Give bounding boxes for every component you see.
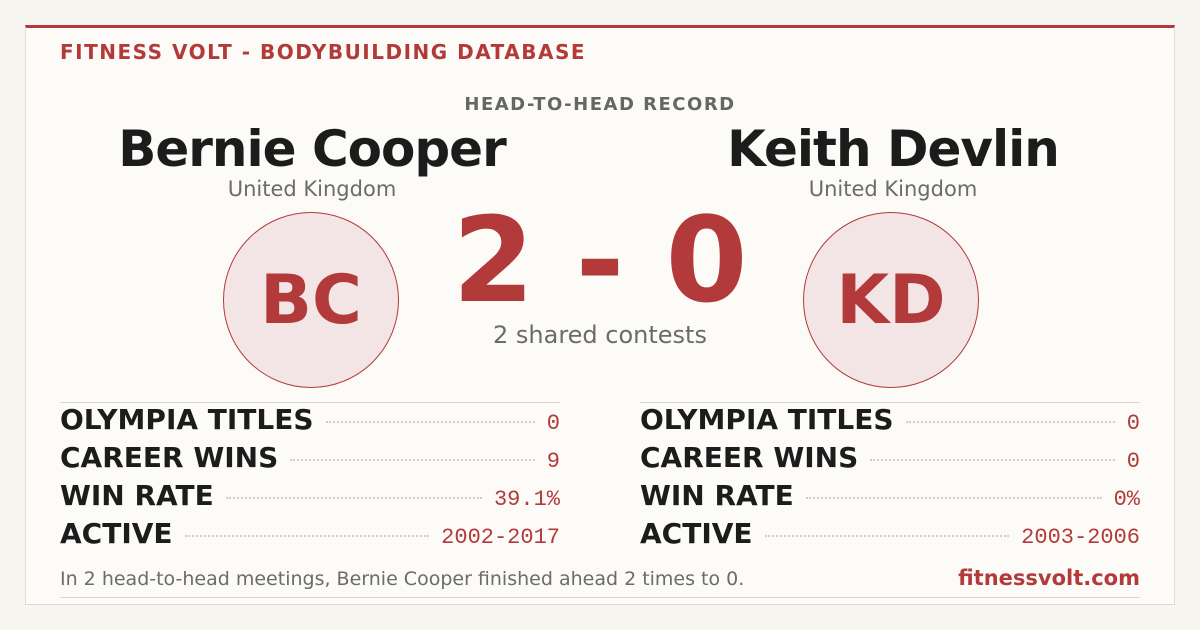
stat-label: CAREER WINS: [60, 441, 279, 474]
leader: [805, 497, 1102, 499]
leader: [184, 535, 430, 537]
section-title: HEAD-TO-HEAD RECORD: [464, 94, 736, 115]
athlete-country: United Kingdom: [227, 177, 397, 201]
card: [25, 25, 1175, 605]
stat-row: ACTIVE 2003-2006: [640, 517, 1140, 555]
stat-label: OLYMPIA TITLES: [640, 403, 894, 436]
stat-label: WIN RATE: [60, 479, 214, 512]
athlete-country: United Kingdom: [808, 177, 978, 201]
stat-value: 2003-2006: [1021, 525, 1140, 550]
stat-row: ACTIVE 2002-2017: [60, 517, 560, 555]
leader: [325, 421, 535, 423]
stat-row: OLYMPIA TITLES 0: [640, 403, 1140, 441]
stat-value: 0: [546, 411, 560, 436]
stat-row: OLYMPIA TITLES 0: [60, 403, 560, 441]
avatar: BC: [223, 212, 399, 388]
stat-label: ACTIVE: [640, 517, 753, 550]
stat-row: WIN RATE 0%: [640, 479, 1140, 517]
brand: FITNESS VOLT - BODYBUILDING DATABASE: [60, 40, 587, 64]
score-caption: 2 shared contests: [493, 321, 707, 349]
athlete-name: Keith Devlin: [727, 120, 1060, 178]
site-link[interactable]: fitnessvolt.com: [958, 566, 1140, 590]
stat-row: WIN RATE 39.1%: [60, 479, 560, 517]
stats: OLYMPIA TITLES 0 CAREER WINS 9 WIN RATE 39.1%…: [60, 402, 560, 555]
leader: [870, 459, 1115, 461]
divider: [60, 597, 1140, 598]
stat-value: 0: [1126, 449, 1140, 474]
stat-row: CAREER WINS 9: [60, 441, 560, 479]
stat-value: 39.1%: [493, 487, 560, 512]
stat-label: OLYMPIA TITLES: [60, 403, 314, 436]
summary: In 2 head-to-head meetings, Bernie Coope…: [60, 568, 745, 590]
stat-label: WIN RATE: [640, 479, 794, 512]
athlete-name: Bernie Cooper: [118, 120, 507, 178]
stats: OLYMPIA TITLES 0 CAREER WINS 0 WIN RATE 0% ACT…: [640, 402, 1140, 555]
stat-value: 2002-2017: [441, 525, 560, 550]
leader: [225, 497, 482, 499]
leader: [290, 459, 535, 461]
stat-row: CAREER WINS 0: [640, 441, 1140, 479]
leader: [905, 421, 1115, 423]
stat-value: 0: [1126, 411, 1140, 436]
score: 2 - 0: [452, 191, 748, 329]
stat-label: ACTIVE: [60, 517, 173, 550]
leader: [764, 535, 1010, 537]
stat-value: 9: [546, 449, 560, 474]
avatar: KD: [803, 212, 979, 388]
stat-value: 0%: [1113, 487, 1140, 512]
stat-label: CAREER WINS: [640, 441, 859, 474]
